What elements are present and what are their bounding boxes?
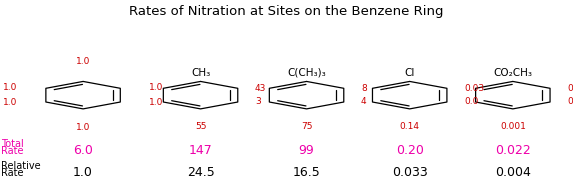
- Text: 0.03: 0.03: [464, 85, 484, 94]
- Text: 1.0: 1.0: [3, 83, 17, 92]
- Text: 0.001: 0.001: [500, 122, 526, 131]
- Text: 99: 99: [299, 144, 315, 158]
- Text: Rate: Rate: [1, 168, 23, 178]
- Text: 1.0: 1.0: [76, 57, 91, 66]
- Text: Rates of Nitration at Sites on the Benzene Ring: Rates of Nitration at Sites on the Benze…: [129, 5, 444, 18]
- Text: 6.0: 6.0: [73, 144, 93, 158]
- Text: 0.14: 0.14: [400, 122, 419, 131]
- Text: 1.0: 1.0: [149, 83, 163, 92]
- Text: 1.0: 1.0: [73, 166, 93, 180]
- Text: Total: Total: [1, 139, 24, 149]
- Text: 3: 3: [255, 97, 261, 106]
- Text: CH₃: CH₃: [191, 68, 210, 78]
- Text: 8: 8: [361, 85, 367, 94]
- Text: 1.0: 1.0: [3, 98, 17, 107]
- Text: 0.008: 0.008: [567, 97, 573, 106]
- Text: 4: 4: [361, 97, 367, 106]
- Text: 0.0025: 0.0025: [567, 85, 573, 94]
- Text: 55: 55: [195, 122, 206, 131]
- Text: 0.033: 0.033: [392, 166, 427, 180]
- Text: 0.022: 0.022: [495, 144, 531, 158]
- Text: C(CH₃)₃: C(CH₃)₃: [287, 68, 326, 78]
- Text: 1.0: 1.0: [76, 123, 91, 132]
- Text: 75: 75: [301, 122, 312, 131]
- Text: 43: 43: [255, 85, 266, 94]
- Text: 0.20: 0.20: [396, 144, 423, 158]
- Text: 1.0: 1.0: [149, 98, 163, 107]
- Text: Cl: Cl: [405, 68, 415, 78]
- Text: Relative: Relative: [1, 161, 41, 171]
- Text: 147: 147: [189, 144, 213, 158]
- Text: 24.5: 24.5: [187, 166, 214, 180]
- Text: 0.0: 0.0: [464, 97, 478, 106]
- Text: CO₂CH₃: CO₂CH₃: [493, 68, 532, 78]
- Text: 0.004: 0.004: [495, 166, 531, 180]
- Text: Rate: Rate: [1, 146, 23, 156]
- Text: 16.5: 16.5: [293, 166, 320, 180]
